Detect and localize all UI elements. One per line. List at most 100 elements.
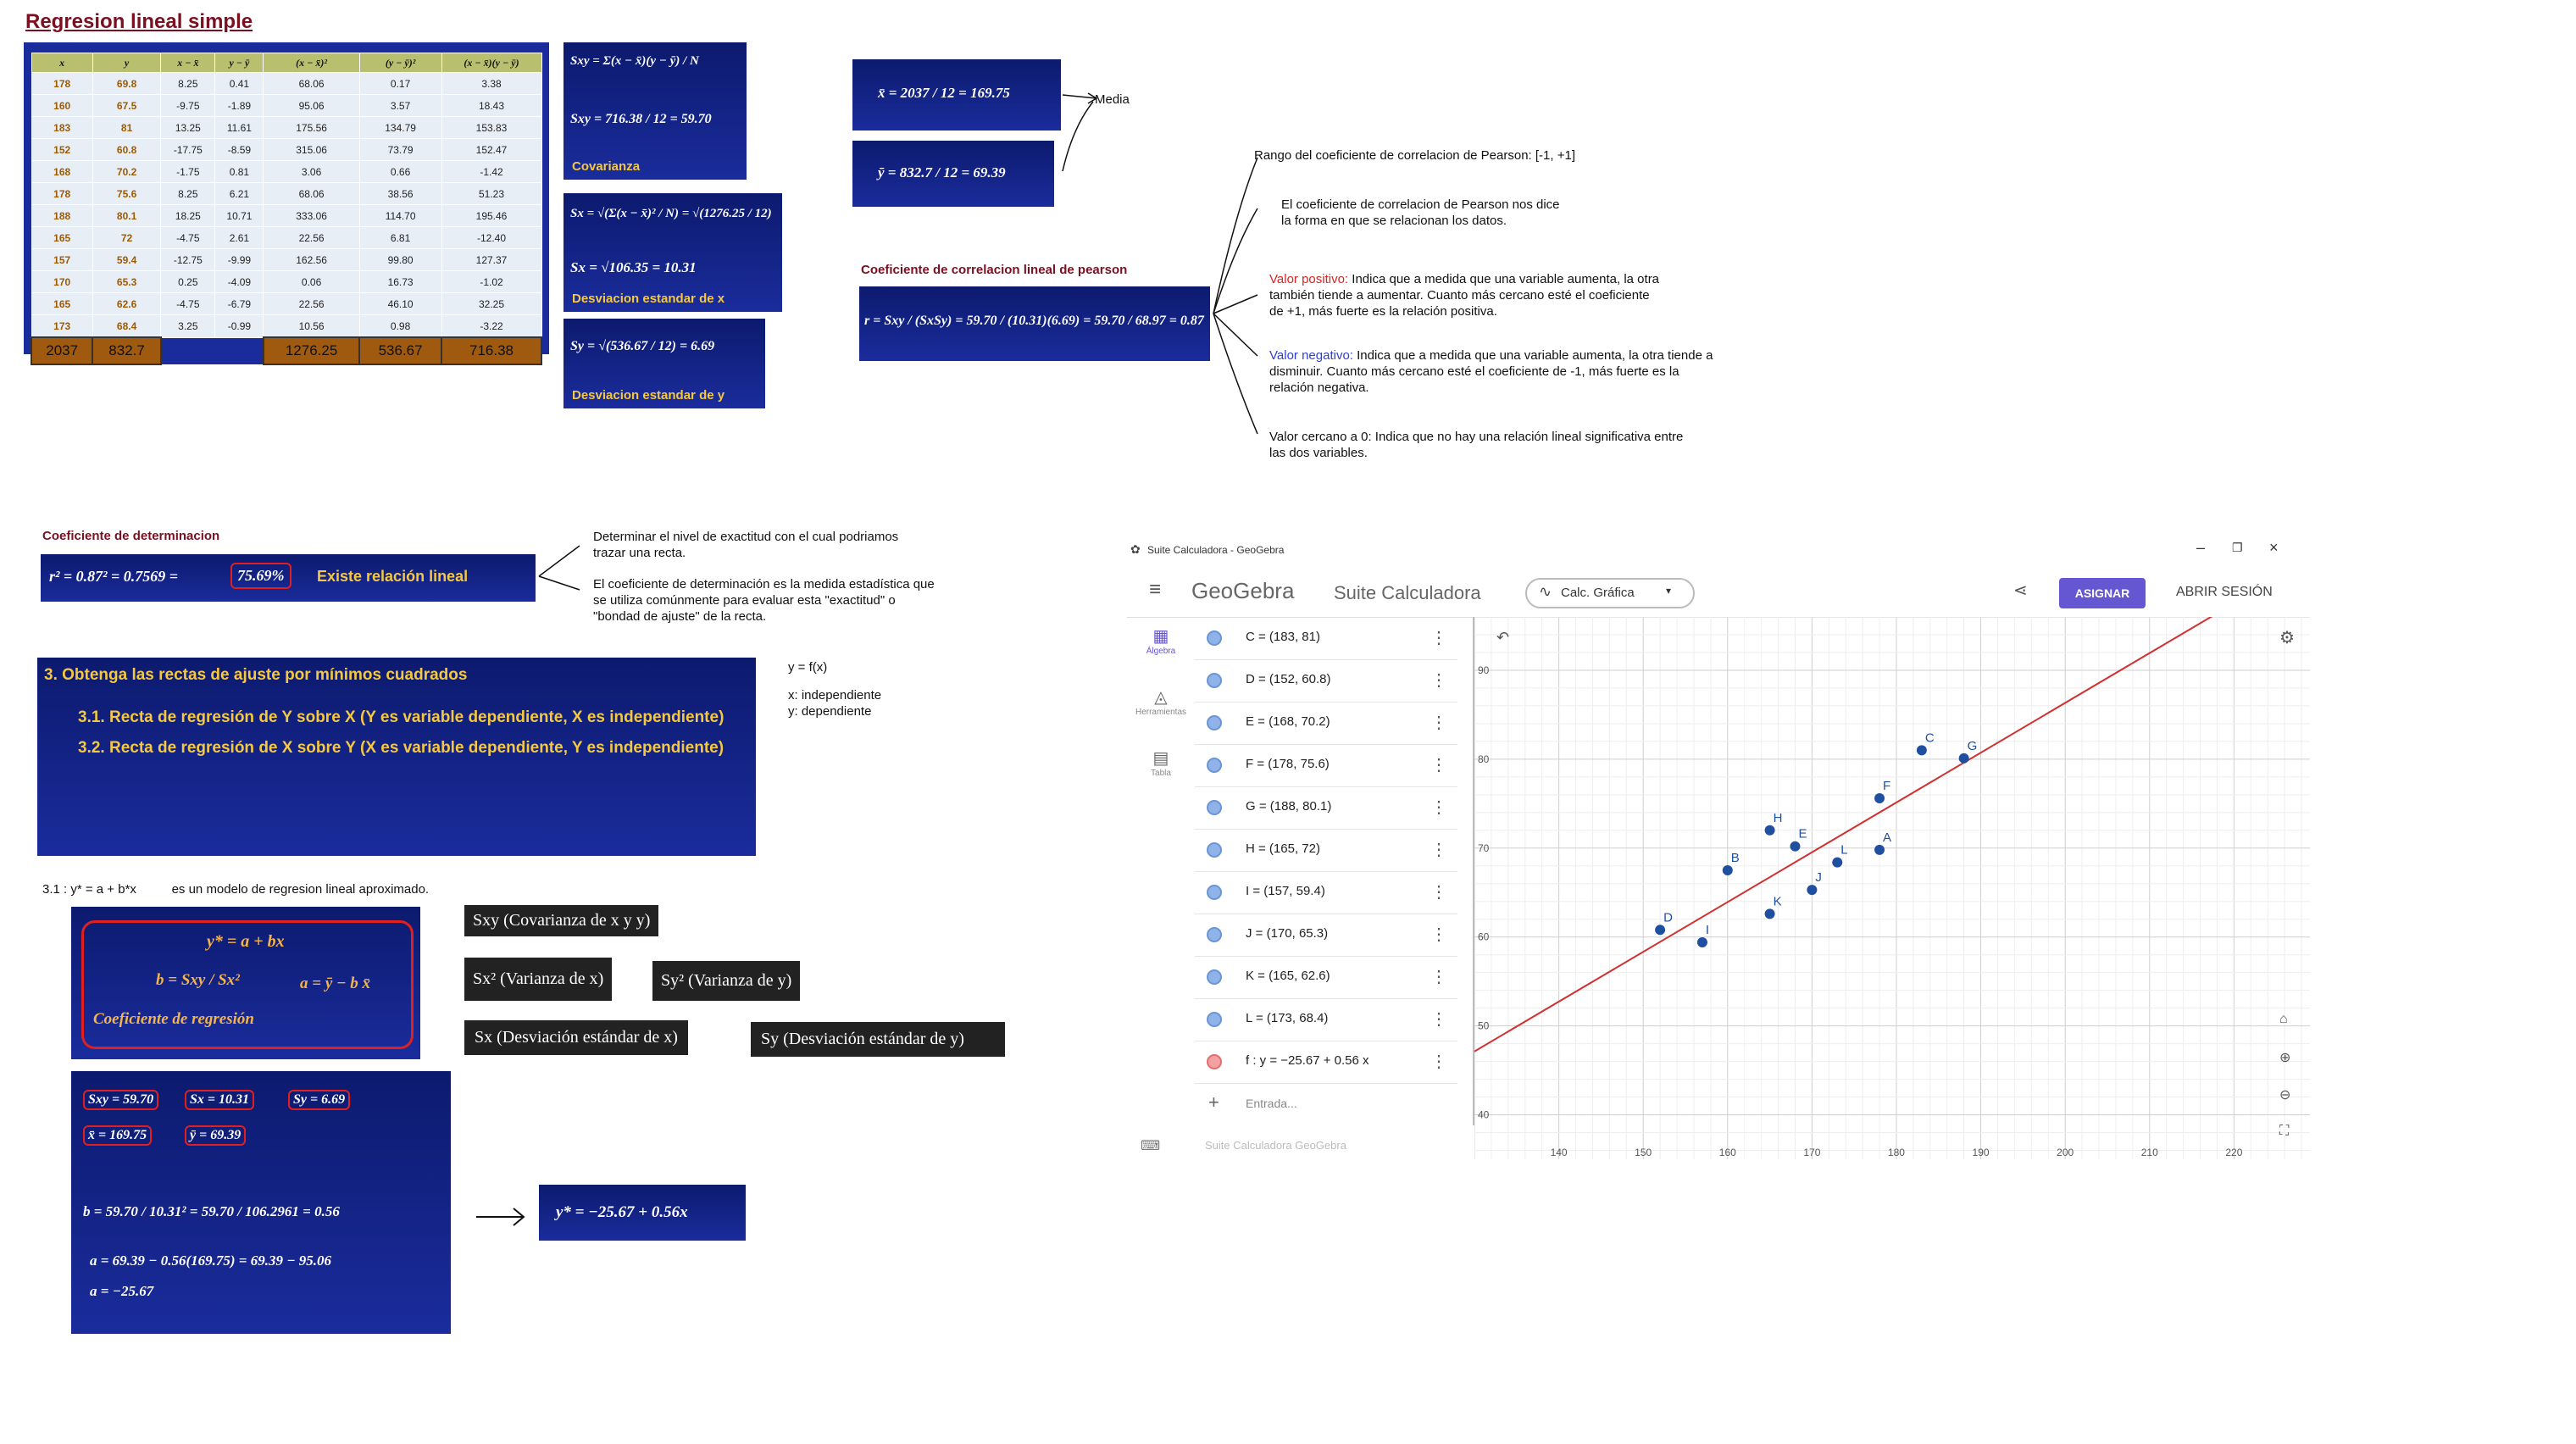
zoom-out-icon[interactable]: ⊖ [2279, 1088, 2291, 1102]
algebra-row[interactable]: K = (165, 62.6) ⋮ [1195, 956, 1457, 999]
visibility-toggle[interactable] [1207, 715, 1222, 730]
algebra-row[interactable]: H = (165, 72) ⋮ [1195, 829, 1457, 872]
table-cell: 114.70 [358, 204, 442, 227]
table-cell: 3.38 [441, 72, 542, 95]
more-options-icon[interactable]: ⋮ [1430, 798, 1447, 817]
algebra-input[interactable]: Entrada... [1246, 1097, 1297, 1110]
x-tick-label: 160 [1719, 1147, 1736, 1158]
table-cell: 18.43 [441, 94, 542, 117]
visibility-toggle[interactable] [1207, 673, 1222, 688]
more-options-icon[interactable]: ⋮ [1430, 756, 1447, 775]
graphics-view[interactable]: 140 150 160 170 180 190 200 210 220 90 80 70 60 50 40 A… [1474, 558, 2311, 1159]
algebra-row[interactable]: f : y = −25.67 + 0.56 x ⋮ [1195, 1041, 1457, 1084]
visibility-toggle[interactable] [1207, 630, 1222, 646]
algebra-expression[interactable]: f : y = −25.67 + 0.56 x [1246, 1053, 1369, 1068]
algebra-row[interactable]: C = (183, 81) ⋮ [1195, 617, 1457, 660]
scatter-plot[interactable]: 140 150 160 170 180 190 200 210 220 90 80 70 60 50 40 A… [1474, 558, 2311, 1159]
nav-algebra[interactable]: ▦ Álgebra [1127, 625, 1195, 656]
algebra-row[interactable]: L = (173, 68.4) ⋮ [1195, 998, 1457, 1041]
algebra-row[interactable]: G = (188, 80.1) ⋮ [1195, 786, 1457, 830]
table-row: 183 81 13.25 11.61 175.56 134.79 153.83 [31, 116, 542, 139]
table-cell: 127.37 [441, 248, 542, 271]
sx-box: Sx = √(Σ(x − x̄)² / N) = √(1276.25 / 12)… [564, 193, 782, 312]
visibility-toggle[interactable] [1207, 969, 1222, 985]
algebra-expression[interactable]: I = (157, 59.4) [1246, 884, 1325, 898]
algebra-expression[interactable]: D = (152, 60.8) [1246, 672, 1331, 686]
visibility-toggle[interactable] [1207, 1012, 1222, 1027]
visibility-toggle[interactable] [1207, 1054, 1222, 1069]
mode-selector[interactable]: ∿ Calc. Gráfica ▾ [1525, 578, 1695, 608]
algebra-expression[interactable]: E = (168, 70.2) [1246, 714, 1330, 729]
visibility-toggle[interactable] [1207, 927, 1222, 942]
visibility-toggle[interactable] [1207, 800, 1222, 815]
table-cell: 6.81 [358, 226, 442, 249]
more-options-icon[interactable]: ⋮ [1430, 1052, 1447, 1071]
algebra-row[interactable]: F = (178, 75.6) ⋮ [1195, 744, 1457, 787]
more-options-icon[interactable]: ⋮ [1430, 671, 1447, 690]
login-button[interactable]: ABRIR SESIÓN [2176, 585, 2273, 599]
more-options-icon[interactable]: ⋮ [1430, 714, 1447, 732]
more-options-icon[interactable]: ⋮ [1430, 841, 1447, 859]
minimize-icon[interactable]: – [2196, 539, 2206, 556]
hamburger-menu-icon[interactable]: ≡ [1149, 578, 1162, 601]
table-total-empty [214, 337, 264, 364]
nav-tools[interactable]: ◬ Herramientas [1127, 686, 1195, 717]
table-row: 178 69.8 8.25 0.41 68.06 0.17 3.38 [31, 72, 542, 95]
table-cell: -4.09 [214, 270, 264, 293]
calc-sy: Sy = 6.69 [288, 1090, 351, 1110]
table-totals-row: 2037 832.7 1276.25 536.67 716.38 [30, 336, 542, 365]
table-cell: -9.99 [214, 248, 264, 271]
data-point [1764, 908, 1775, 919]
table-header: y − ȳ [214, 53, 264, 73]
table-row: 173 68.4 3.25 -0.99 10.56 0.98 -3.22 [31, 314, 542, 338]
algebra-row[interactable]: J = (170, 65.3) ⋮ [1195, 914, 1457, 957]
gear-icon[interactable]: ⚙ [2279, 629, 2295, 647]
pearson-arrows [1213, 157, 1258, 435]
table-header: (y − ȳ)² [358, 53, 442, 73]
visibility-toggle[interactable] [1207, 758, 1222, 773]
algebra-row[interactable]: I = (157, 59.4) ⋮ [1195, 871, 1457, 914]
algebra-expression[interactable]: J = (170, 65.3) [1246, 926, 1329, 941]
more-options-icon[interactable]: ⋮ [1430, 1010, 1447, 1029]
table-cell: 157 [31, 248, 93, 271]
algebra-expression[interactable]: H = (165, 72) [1246, 841, 1320, 856]
algebra-view: C = (183, 81) ⋮ D = (152, 60.8) ⋮ E = (168, … [1195, 617, 1474, 1125]
table-cell: 68.06 [263, 182, 360, 205]
calc-b: b = 59.70 / 10.31² = 59.70 / 106.2961 = … [83, 1203, 340, 1219]
data-point [1874, 844, 1885, 855]
nav-table[interactable]: ▤ Tabla [1127, 747, 1195, 778]
algebra-row[interactable]: E = (168, 70.2) ⋮ [1195, 702, 1457, 745]
keyboard-icon[interactable]: ⌨ [1141, 1139, 1161, 1153]
table-cell: 68.4 [92, 314, 162, 338]
algebra-row[interactable]: D = (152, 60.8) ⋮ [1195, 659, 1457, 703]
more-options-icon[interactable]: ⋮ [1430, 883, 1447, 902]
table-cell: -4.75 [160, 292, 216, 315]
close-icon[interactable]: × [2269, 539, 2279, 556]
table-cell: -0.99 [214, 314, 264, 338]
x-tick-label: 140 [1551, 1147, 1568, 1158]
fullscreen-icon[interactable]: ⛶ [2279, 1124, 2290, 1138]
visibility-toggle[interactable] [1207, 885, 1222, 900]
more-options-icon[interactable]: ⋮ [1430, 968, 1447, 986]
data-point [1722, 865, 1733, 876]
home-icon[interactable]: ⌂ [2279, 1012, 2288, 1026]
calc-a2: a = −25.67 [90, 1283, 154, 1299]
algebra-input-row[interactable]: + Entrada... [1195, 1083, 1457, 1125]
restore-icon[interactable]: ❐ [2232, 541, 2243, 554]
visibility-toggle[interactable] [1207, 842, 1222, 858]
zoom-in-icon[interactable]: ⊕ [2279, 1051, 2291, 1065]
assign-button[interactable]: ASIGNAR [2059, 578, 2146, 608]
geogebra-footer: ⌨ Suite Calculadora GeoGebra [1127, 1137, 1473, 1154]
algebra-expression[interactable]: L = (173, 68.4) [1246, 1011, 1329, 1025]
share-icon[interactable]: ⋖ [2013, 581, 2028, 600]
more-options-icon[interactable]: ⋮ [1430, 629, 1447, 647]
chip-sy2: Sy² (Varianza de y) [652, 961, 801, 1001]
data-point [1958, 753, 1969, 764]
algebra-expression[interactable]: C = (183, 81) [1246, 630, 1320, 644]
more-options-icon[interactable]: ⋮ [1430, 925, 1447, 944]
algebra-expression[interactable]: G = (188, 80.1) [1246, 799, 1332, 814]
algebra-expression[interactable]: F = (178, 75.6) [1246, 757, 1330, 771]
algebra-expression[interactable]: K = (165, 62.6) [1246, 969, 1330, 983]
result-equation: y* = −25.67 + 0.56x [556, 1203, 688, 1221]
undo-icon[interactable]: ↶ [1496, 629, 1510, 646]
